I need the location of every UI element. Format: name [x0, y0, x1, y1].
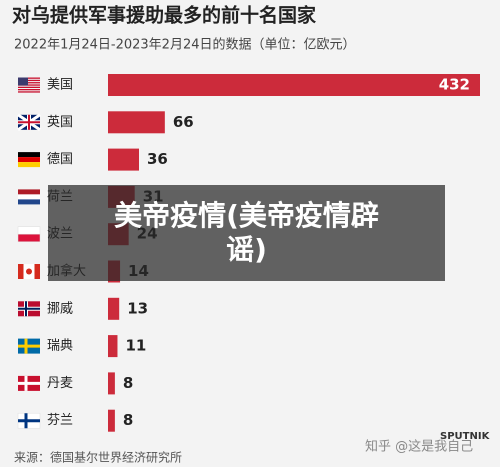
bar — [108, 372, 115, 395]
flag-cross — [18, 114, 40, 130]
flag-canton — [18, 77, 28, 86]
flag-side — [18, 264, 24, 279]
value-label: 432 — [439, 76, 470, 94]
flag-cross — [18, 301, 40, 317]
flag-stripe — [18, 79, 40, 82]
flag-cross — [18, 338, 40, 354]
value-label: 8 — [123, 411, 133, 429]
flag-stripe — [17, 226, 41, 235]
bar — [108, 297, 120, 320]
flag-leaf — [26, 268, 32, 275]
chart-title: 对乌提供军事援助最多的前十名国家 — [12, 4, 317, 27]
value-label: 11 — [125, 337, 146, 355]
bar — [108, 111, 165, 134]
flag-stripe — [17, 233, 41, 242]
flag-cross — [18, 375, 40, 391]
flag-stripe — [18, 152, 40, 158]
flag-stripe — [18, 86, 40, 88]
flag-stripe — [18, 91, 40, 93]
flag-stripe — [18, 199, 40, 205]
category-label: 芬兰 — [47, 413, 73, 428]
value-label: 66 — [173, 113, 194, 131]
value-label: 13 — [127, 299, 148, 317]
category-label: 瑞典 — [47, 339, 73, 354]
flag-stripe — [18, 82, 40, 84]
flag-cross — [18, 413, 40, 429]
flag-stripe — [18, 84, 40, 86]
flag-stripe — [18, 77, 40, 79]
flag-stripe — [18, 194, 40, 200]
logo: SPUTNIK — [440, 431, 491, 442]
flag-stripe — [18, 189, 40, 195]
category-label: 丹麦 — [47, 376, 73, 391]
overlay-box: 美帝疫情(美帝疫情辟谣) — [48, 185, 445, 281]
flag-stripe — [18, 162, 40, 168]
category-label: 英国 — [47, 115, 73, 130]
bar — [108, 74, 480, 96]
bar — [108, 335, 118, 358]
category-label: 挪威 — [47, 301, 73, 316]
bar — [108, 148, 139, 171]
overlay-text: 美帝疫情(美帝疫情辟谣) — [114, 199, 379, 266]
flag-stripe — [18, 89, 40, 91]
chart-subtitle: 2022年1月24日-2023年2月24日的数据（单位：亿欧元） — [14, 37, 356, 53]
watermark: 知乎 @这是我自己 — [365, 439, 473, 455]
value-label: 8 — [123, 374, 133, 392]
source: 来源：德国基尔世界经济研究所 — [14, 450, 182, 465]
flag-stripe — [18, 157, 40, 163]
flag-side — [34, 264, 40, 279]
category-label: 美国 — [47, 78, 73, 93]
category-label: 德国 — [47, 152, 73, 167]
value-label: 36 — [147, 150, 168, 168]
bar — [108, 409, 115, 432]
